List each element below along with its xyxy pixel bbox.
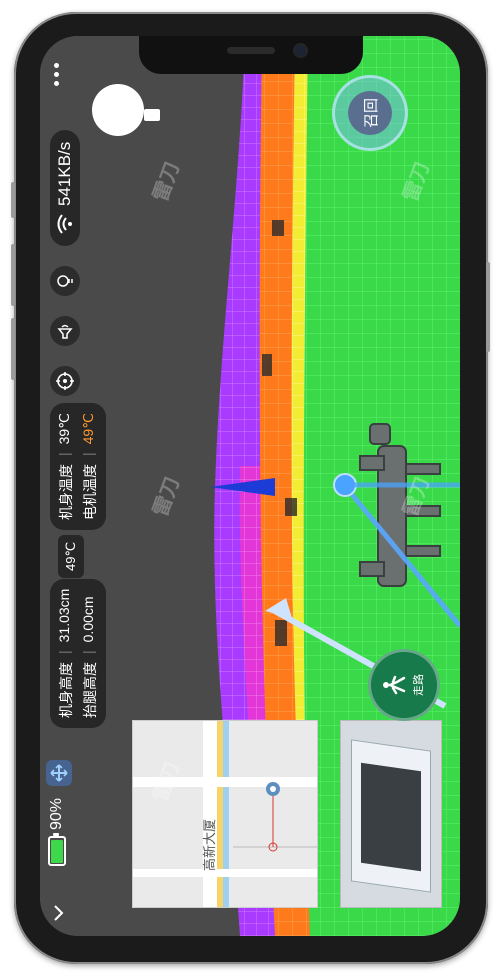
move-arrows-icon — [50, 764, 68, 782]
map-building-label: 高新大厦 — [203, 818, 218, 871]
network-status: 541KB/s — [50, 129, 80, 246]
battery-indicator: 90% — [48, 798, 66, 866]
lightbulb-icon — [57, 275, 73, 287]
body-height-value: 31.03cm — [56, 588, 72, 643]
battery-icon — [48, 833, 66, 866]
target-button[interactable] — [50, 366, 80, 396]
body-temp-label: 机身温度 — [58, 464, 74, 520]
recall-button[interactable]: 召回 — [332, 75, 408, 151]
landscape-viewport: 90% 机身高度 | 31.03cm 抬腿高度 | 0.00cm 49℃ 机身温… — [40, 36, 460, 936]
walk-label: 走路 — [412, 674, 425, 696]
phone-side-button — [11, 182, 15, 218]
earpiece — [227, 47, 275, 54]
motor-temp-label: 电机温度 — [82, 464, 98, 520]
front-camera — [295, 45, 306, 56]
walking-person-icon — [383, 675, 406, 695]
more-dots-icon — [54, 63, 59, 86]
minimap-canvas — [133, 721, 317, 907]
voxel-shadows — [262, 220, 297, 646]
wifi-signal-icon — [57, 214, 72, 234]
camera-feed[interactable] — [340, 720, 442, 908]
phone-volume-down — [11, 318, 15, 380]
move-mode-button[interactable] — [46, 760, 72, 786]
body-temp-value: 39℃ — [56, 413, 72, 445]
sound-button[interactable] — [50, 316, 80, 346]
motor-temp-value: 49℃ — [80, 413, 96, 445]
speaker-icon — [57, 324, 73, 339]
more-menu-button[interactable] — [54, 63, 59, 86]
network-speed: 541KB/s — [55, 141, 74, 206]
phone-power-button — [486, 262, 490, 352]
leg-height-label: 抬腿高度 — [82, 662, 98, 718]
camera-switch-icon[interactable] — [144, 109, 160, 121]
minimap[interactable]: 高新大厦 — [132, 720, 318, 908]
phone-notch — [139, 36, 363, 74]
trajectory-line — [343, 484, 460, 628]
battery-fill — [51, 839, 63, 863]
recall-label: 召回 — [348, 91, 392, 135]
crosshair-icon — [56, 372, 74, 390]
back-button[interactable] — [48, 902, 75, 924]
light-button[interactable] — [50, 266, 80, 296]
mode-selector-dot[interactable] — [92, 84, 144, 136]
chevron-down-icon — [54, 905, 64, 921]
phone-volume-up — [11, 244, 15, 306]
leg-height-value: 0.00cm — [80, 596, 96, 643]
app-screen: 90% 机身高度 | 31.03cm 抬腿高度 | 0.00cm 49℃ 机身温… — [40, 36, 460, 936]
body-height-label: 机身高度 — [58, 662, 74, 718]
temperature-panel: 机身温度 | 39℃ 电机温度 | 49℃ — [50, 403, 106, 530]
walk-button[interactable]: 走路 — [368, 649, 440, 721]
heading-indicator — [210, 478, 275, 496]
height-panel: 机身高度 | 31.03cm 抬腿高度 | 0.00cm — [50, 578, 106, 728]
battery-percent: 90% — [48, 797, 65, 830]
misc-temp-badge: 49℃ — [58, 534, 84, 578]
